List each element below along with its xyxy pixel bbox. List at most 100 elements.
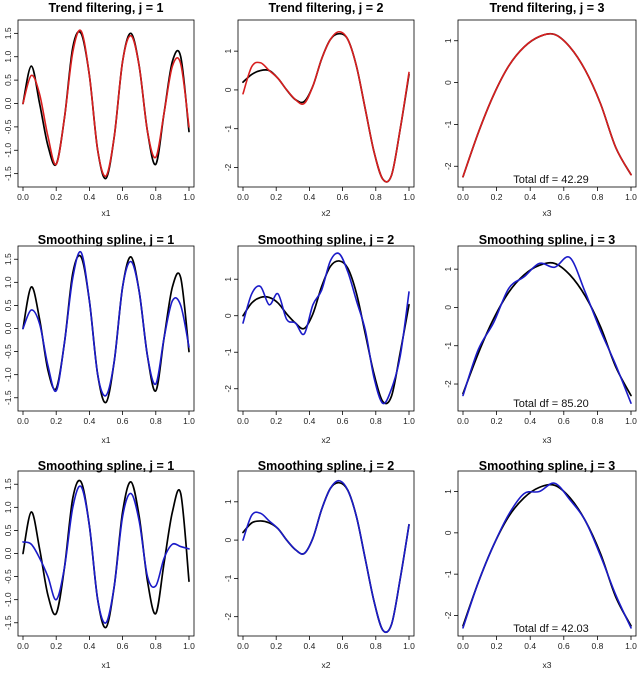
true-function-line bbox=[462, 483, 632, 627]
y-tick-label: -2 bbox=[443, 162, 453, 170]
x-tick-label: 0.8 bbox=[370, 192, 382, 202]
total-df-label: Total df = 85.20 bbox=[513, 398, 589, 410]
true-function-line bbox=[242, 481, 410, 634]
total-df-label: Total df = 42.29 bbox=[513, 174, 589, 186]
y-tick-label: -0.5 bbox=[3, 119, 13, 134]
panel-5: Smoothing spline, j = 2 0.0 0.2 0.4 0.6 0.8 1.… bbox=[223, 233, 415, 445]
y-tick-label: 0 bbox=[443, 530, 453, 535]
y-tick-label: 0.5 bbox=[3, 74, 13, 86]
x-tick-label: 0.6 bbox=[558, 641, 570, 651]
total-df-label: Total df = 42.03 bbox=[513, 623, 589, 635]
x-tick-label: 0.0 bbox=[237, 192, 249, 202]
y-tick-label: -1 bbox=[223, 574, 233, 582]
true-function-line bbox=[22, 254, 190, 404]
x-tick-label: 1.0 bbox=[403, 641, 415, 651]
panel-title: Smoothing spline, j = 1 bbox=[38, 233, 175, 247]
y-tick-label: 1.0 bbox=[3, 501, 13, 513]
x-tick-label: 1.0 bbox=[625, 641, 637, 651]
y-tick-label: -2 bbox=[223, 385, 233, 393]
x-tick-label: 0.6 bbox=[558, 416, 570, 426]
panel-title: Trend filtering, j = 2 bbox=[269, 1, 384, 15]
y-tick-label: -0.5 bbox=[3, 569, 13, 584]
y-tick-label: 1 bbox=[443, 267, 453, 272]
y-tick-label: -1.5 bbox=[3, 615, 13, 630]
y-tick-label: -1.5 bbox=[3, 390, 13, 405]
x-tick-label: 0.4 bbox=[83, 641, 95, 651]
panel-8: Smoothing spline, j = 2 0.0 0.2 0.4 0.6 0.8 1.… bbox=[223, 459, 415, 670]
x-tick-label: 0.2 bbox=[491, 641, 503, 651]
y-tick-label: 0 bbox=[223, 87, 233, 92]
x-tick-label: 0.8 bbox=[591, 641, 603, 651]
y-tick-label: 0 bbox=[223, 313, 233, 318]
x-tick-label: 1.0 bbox=[625, 416, 637, 426]
true-function-line bbox=[22, 479, 190, 629]
y-tick-label: 0.0 bbox=[3, 97, 13, 109]
x-tick-label: 1.0 bbox=[403, 192, 415, 202]
y-tick-label: 1 bbox=[223, 499, 233, 504]
x-axis-label: x1 bbox=[102, 435, 111, 445]
y-tick-label: 0 bbox=[443, 80, 453, 85]
plot-frame bbox=[457, 245, 637, 412]
y-tick-label: -2 bbox=[223, 613, 233, 621]
y-tick-label: 1 bbox=[443, 489, 453, 494]
panel-9: Smoothing spline, j = 3 0.0 0.2 0.4 0.6 0.8 1.… bbox=[443, 459, 637, 670]
x-tick-label: 0.8 bbox=[591, 192, 603, 202]
true-function-line bbox=[242, 32, 410, 183]
x-tick-label: 0.2 bbox=[50, 416, 62, 426]
fitted-line bbox=[22, 250, 190, 397]
x-tick-label: 0.4 bbox=[303, 416, 315, 426]
y-tick-label: -0.5 bbox=[3, 344, 13, 359]
y-tick-label: -1.0 bbox=[3, 367, 13, 382]
y-tick-label: 0.5 bbox=[3, 299, 13, 311]
fitted-line bbox=[22, 485, 190, 624]
x-tick-label: 1.0 bbox=[403, 416, 415, 426]
plot-frame bbox=[237, 19, 415, 188]
x-tick-label: 0.0 bbox=[457, 416, 469, 426]
x-tick-label: 0.4 bbox=[83, 416, 95, 426]
plot-frame bbox=[457, 19, 637, 188]
y-tick-label: 1 bbox=[223, 49, 233, 54]
x-tick-label: 0.0 bbox=[17, 416, 29, 426]
y-tick-label: -1 bbox=[223, 125, 233, 133]
x-axis-label: x3 bbox=[543, 208, 552, 218]
y-tick-label: -1.0 bbox=[3, 143, 13, 158]
panel-title: Trend filtering, j = 3 bbox=[490, 1, 605, 15]
plot-frame bbox=[237, 470, 415, 637]
panel-title: Smoothing spline, j = 3 bbox=[479, 459, 616, 473]
panel-1: Trend filtering, j = 1 0.0 0.2 0.4 0.6 0.8 1.0… bbox=[3, 1, 195, 218]
x-tick-label: 0.8 bbox=[150, 641, 162, 651]
x-tick-label: 0.0 bbox=[237, 641, 249, 651]
x-tick-label: 1.0 bbox=[183, 641, 195, 651]
y-tick-label: 1.5 bbox=[3, 27, 13, 39]
x-tick-label: 0.0 bbox=[457, 641, 469, 651]
panel-title: Smoothing spline, j = 2 bbox=[258, 459, 395, 473]
y-tick-label: 1 bbox=[443, 38, 453, 43]
x-tick-label: 0.6 bbox=[117, 416, 129, 426]
x-tick-label: 0.4 bbox=[524, 641, 536, 651]
x-tick-label: 0.0 bbox=[17, 192, 29, 202]
y-tick-label: -1 bbox=[223, 348, 233, 356]
y-tick-label: -1.5 bbox=[3, 166, 13, 181]
x-tick-label: 1.0 bbox=[183, 192, 195, 202]
y-tick-label: 1.5 bbox=[3, 253, 13, 265]
fitted-line bbox=[22, 29, 190, 178]
fitted-line bbox=[242, 252, 410, 405]
x-tick-label: 0.8 bbox=[150, 192, 162, 202]
x-tick-label: 0.2 bbox=[50, 192, 62, 202]
x-tick-label: 0.0 bbox=[17, 641, 29, 651]
x-tick-label: 0.8 bbox=[370, 416, 382, 426]
y-tick-label: 0.0 bbox=[3, 547, 13, 559]
x-tick-label: 0.2 bbox=[491, 416, 503, 426]
panel-4: Smoothing spline, j = 1 0.0 0.2 0.4 0.6 0.8 1.… bbox=[3, 233, 195, 445]
x-tick-label: 0.6 bbox=[558, 192, 570, 202]
x-tick-label: 0.8 bbox=[370, 641, 382, 651]
y-tick-label: 0 bbox=[443, 305, 453, 310]
panel-2: Trend filtering, j = 2 0.0 0.2 0.4 0.6 0.8 1.0… bbox=[223, 1, 415, 218]
x-axis-label: x2 bbox=[322, 660, 331, 670]
x-tick-label: 0.6 bbox=[117, 192, 129, 202]
x-tick-label: 0.6 bbox=[337, 641, 349, 651]
panel-title: Trend filtering, j = 1 bbox=[49, 1, 164, 15]
y-tick-label: 1 bbox=[223, 277, 233, 282]
y-tick-label: 0.0 bbox=[3, 322, 13, 334]
